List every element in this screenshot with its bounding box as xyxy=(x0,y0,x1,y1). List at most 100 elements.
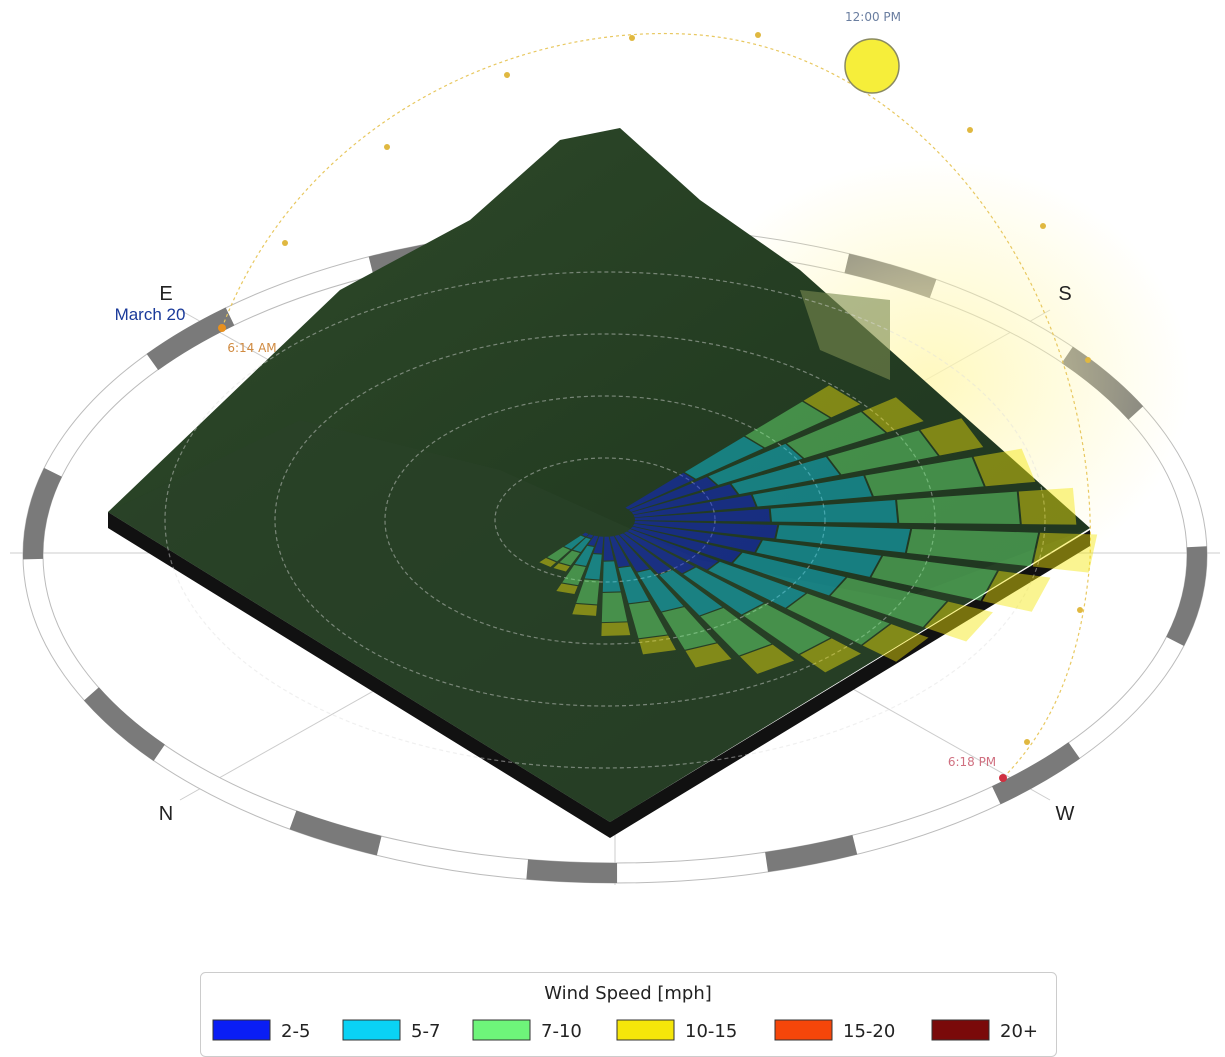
rose-segment xyxy=(630,526,741,563)
rose-segment xyxy=(637,569,684,612)
rose-segment xyxy=(740,644,795,674)
rose-segment xyxy=(862,624,929,662)
rose-segment xyxy=(770,500,898,523)
sunrise-label: 6:14 AM xyxy=(227,341,276,355)
rose-segment xyxy=(609,536,630,568)
rose-segment xyxy=(574,545,594,566)
rose-segment xyxy=(564,535,585,550)
rose-segment xyxy=(573,537,591,552)
rose-segment xyxy=(619,533,672,574)
date-label: March 20 xyxy=(115,305,186,324)
sun-path xyxy=(221,32,1091,779)
rose-segment xyxy=(982,570,1051,612)
rose-segment xyxy=(587,535,599,546)
rose-segment xyxy=(830,577,947,627)
rose-segment xyxy=(745,401,830,448)
sunrise-marker xyxy=(218,324,226,332)
rose-segment xyxy=(623,531,695,574)
rose-segment xyxy=(906,529,1039,567)
rose-segment xyxy=(897,491,1020,525)
rose-segment xyxy=(633,523,761,553)
sunset-label: 6:18 PM xyxy=(948,755,996,769)
legend-label: 2-5 xyxy=(281,1021,310,1042)
rose-segment xyxy=(731,456,840,495)
rose-segment xyxy=(776,525,911,553)
rose-segment xyxy=(684,436,764,479)
terrain-clearing xyxy=(800,290,890,380)
rose-segment xyxy=(628,477,717,512)
rose-segment xyxy=(742,603,831,655)
legend-swatch xyxy=(774,1019,833,1041)
compass-south: S xyxy=(1058,283,1071,305)
rose-segment xyxy=(559,550,580,566)
legend-swatch xyxy=(342,1019,401,1041)
rose-segment xyxy=(631,484,738,515)
compass-east: E xyxy=(159,283,172,305)
rose-segment xyxy=(924,601,993,642)
legend-label: 10-15 xyxy=(685,1021,737,1042)
rose-segment xyxy=(803,385,861,418)
rose-segment xyxy=(685,643,732,668)
rose-segment xyxy=(920,418,984,456)
legend-label: 7-10 xyxy=(541,1021,582,1042)
legend-label: 15-20 xyxy=(843,1021,895,1042)
rose-segment xyxy=(634,520,778,539)
rose-segment xyxy=(584,554,602,580)
rose-segment xyxy=(618,566,650,604)
legend-items: 2-5 5-7 7-10 10-15 15-20 20+ xyxy=(212,1019,1038,1042)
rose-segment xyxy=(627,529,719,570)
rose-segment xyxy=(562,565,586,586)
terrain-valley xyxy=(108,420,1090,822)
rose-segment xyxy=(827,430,938,475)
rose-segment xyxy=(800,638,861,673)
legend-label: 5-7 xyxy=(411,1021,440,1042)
legend-swatch xyxy=(931,1019,990,1041)
rose-segment xyxy=(614,534,650,572)
compass-west: W xyxy=(1056,803,1075,825)
rose-segment xyxy=(756,540,882,577)
rose-segment xyxy=(862,397,924,433)
rose-segment xyxy=(582,532,589,537)
noon-label: 12:00 PM xyxy=(845,10,901,24)
rose-segment xyxy=(556,583,578,595)
legend-swatch xyxy=(212,1019,271,1041)
rose-segment xyxy=(708,561,806,608)
rose-segment xyxy=(733,552,846,596)
sun-path-hours xyxy=(282,32,1091,745)
rose-segment xyxy=(633,495,756,518)
legend-swatch xyxy=(616,1019,675,1041)
legend-swatch xyxy=(472,1019,531,1041)
rose-segment xyxy=(1018,487,1077,525)
wind-rose xyxy=(539,385,1098,674)
rose-segment xyxy=(625,472,695,510)
polar-grid xyxy=(164,271,1046,769)
rose-segment xyxy=(865,457,984,497)
compass-north: N xyxy=(159,803,173,825)
rose-segment xyxy=(661,607,717,650)
rose-segment xyxy=(786,411,886,459)
rose-segment xyxy=(572,604,598,616)
rose-segment xyxy=(1032,532,1098,573)
rose-segment xyxy=(601,592,628,623)
rose-segment xyxy=(871,555,997,601)
rose-segment xyxy=(601,622,631,636)
rose-segment xyxy=(683,567,764,615)
rose-segment xyxy=(634,508,770,522)
rose-segment xyxy=(628,601,668,639)
sun xyxy=(844,38,900,94)
rose-segment xyxy=(547,547,571,562)
rose-segment xyxy=(602,561,621,592)
rose-segment xyxy=(576,579,600,605)
sunset-marker xyxy=(999,774,1007,782)
rose-segment xyxy=(786,593,890,645)
rose-segment xyxy=(708,443,803,485)
rose-segment xyxy=(752,475,872,507)
rose-segment xyxy=(700,608,772,656)
legend-title: Wind Speed [mph] xyxy=(544,983,712,1004)
rose-segment xyxy=(586,534,594,539)
rose-segment xyxy=(659,570,723,616)
rose-segment xyxy=(593,536,604,554)
legend-label: 20+ xyxy=(1000,1021,1038,1042)
rose-segment xyxy=(539,558,556,567)
rose-segment xyxy=(603,536,614,561)
